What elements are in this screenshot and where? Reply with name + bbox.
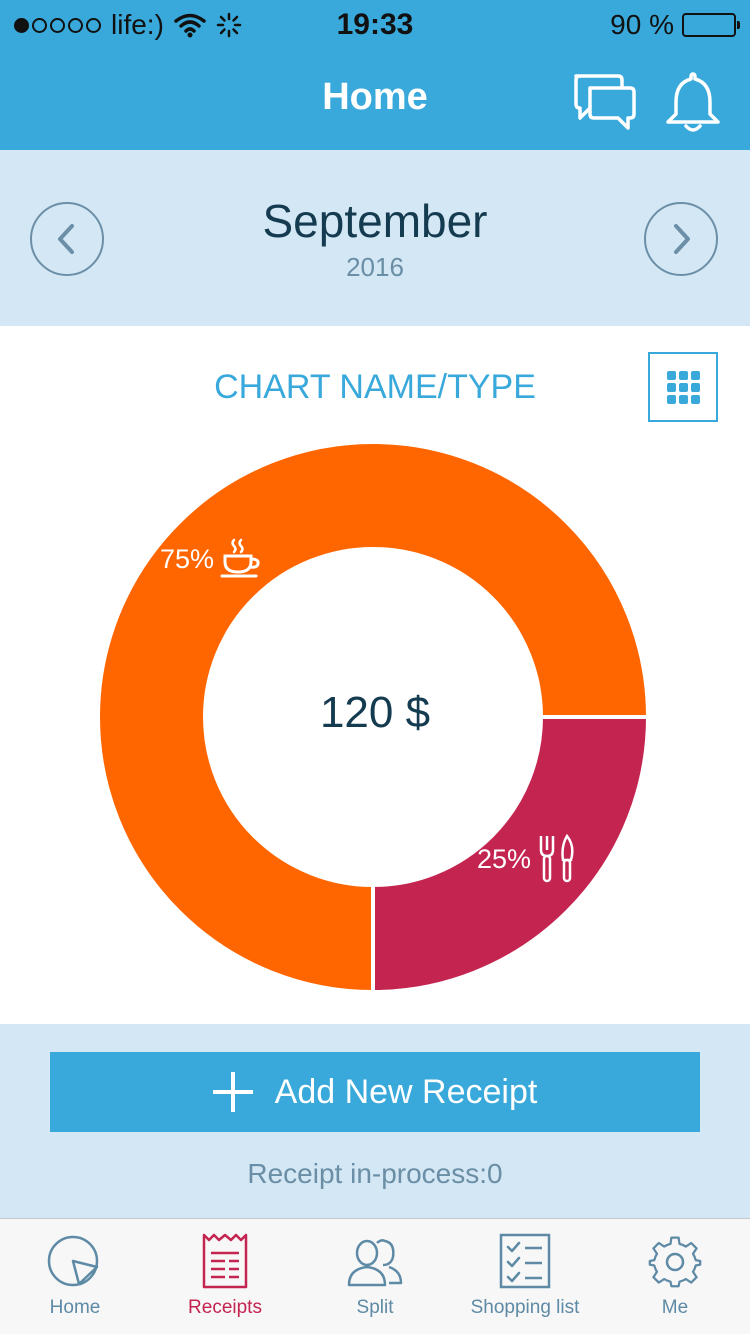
chart-type-button[interactable] xyxy=(648,352,718,422)
tab-receipts-label: Receipts xyxy=(188,1297,262,1318)
wifi-icon xyxy=(174,13,206,38)
donut-slice-25[interactable] xyxy=(371,715,651,995)
chat-icon[interactable] xyxy=(572,70,638,134)
donut-slice-75[interactable] xyxy=(96,440,651,995)
fork-knife-icon xyxy=(539,834,574,883)
chart-total: 120 $ xyxy=(319,688,431,737)
tab-receipts[interactable]: Receipts xyxy=(150,1219,300,1334)
slice-label-restaurant: 25% xyxy=(477,834,577,884)
donut-chart xyxy=(96,440,651,995)
receipt-process-status: Receipt in-process:0 xyxy=(247,1158,503,1189)
battery-icon xyxy=(682,13,740,37)
bell-icon[interactable] xyxy=(660,70,726,134)
battery-status: 90 % xyxy=(610,9,740,41)
top-bar: life:) 19:33 90 % Home xyxy=(0,0,750,150)
tab-shopping-list-label: Shopping list xyxy=(470,1297,580,1318)
grid-icon xyxy=(666,370,700,404)
slice-percent-coffee: 75% xyxy=(160,543,215,574)
month-selector: September 2016 xyxy=(0,150,750,326)
receipt-icon xyxy=(202,1233,248,1289)
status-time: 19:33 xyxy=(336,8,414,41)
tab-home[interactable]: Home xyxy=(0,1219,150,1334)
activity-spinner-icon xyxy=(216,12,242,38)
checklist-icon xyxy=(499,1233,551,1289)
donut-hole xyxy=(217,561,529,873)
tab-split-label: Split xyxy=(356,1297,394,1318)
tab-me-label: Me xyxy=(661,1297,689,1318)
gear-icon xyxy=(648,1236,702,1288)
slice-percent-restaurant: 25% xyxy=(477,843,532,874)
tab-me[interactable]: Me xyxy=(600,1219,750,1334)
carrier-info: life:) xyxy=(14,9,242,41)
chevron-left-icon xyxy=(58,224,74,254)
action-area: Add New Receipt Receipt in-process:0 xyxy=(0,1024,750,1218)
coffee-cup-icon xyxy=(220,538,260,578)
signal-icon xyxy=(14,17,101,33)
month-year: 2016 xyxy=(346,252,404,282)
tab-shopping-list[interactable]: Shopping list xyxy=(450,1219,600,1334)
previous-month-button[interactable] xyxy=(30,202,104,276)
battery-percent: 90 % xyxy=(610,9,674,40)
plus-icon xyxy=(212,1072,253,1112)
status-bar: life:) 19:33 90 % xyxy=(0,0,750,48)
users-icon xyxy=(347,1239,403,1287)
add-receipt-label: Add New Receipt xyxy=(274,1072,538,1111)
chart-card: CHART NAME/TYPE 120 $ 75% 25% xyxy=(0,326,750,1024)
tab-home-label: Home xyxy=(49,1297,101,1318)
chart-title: CHART NAME/TYPE xyxy=(214,368,536,406)
add-receipt-button[interactable]: Add New Receipt xyxy=(50,1052,700,1132)
tab-bar: Home Receipts Split Shopping list Me xyxy=(0,1218,750,1334)
month-name: September xyxy=(262,195,488,247)
chevron-right-icon xyxy=(674,224,690,254)
page-title: Home xyxy=(322,76,428,118)
pie-chart-icon xyxy=(47,1235,99,1287)
next-month-button[interactable] xyxy=(644,202,718,276)
tab-split[interactable]: Split xyxy=(300,1219,450,1334)
slice-label-coffee: 75% xyxy=(160,538,264,580)
carrier-name: life:) xyxy=(111,9,164,40)
